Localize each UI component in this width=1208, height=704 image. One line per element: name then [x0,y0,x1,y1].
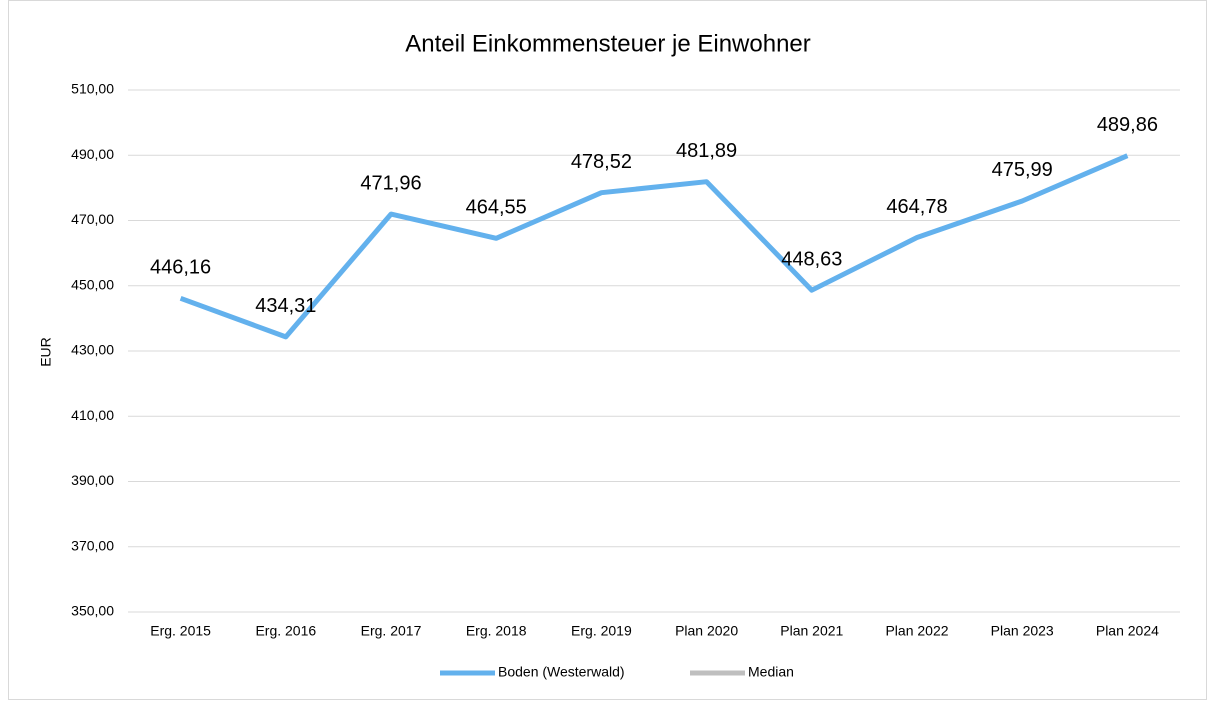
x-tick-label: Erg. 2017 [361,623,422,639]
y-tick-label: 350,00 [71,603,114,619]
data-label: 464,55 [466,197,527,219]
y-tick-label: 510,00 [71,81,114,97]
y-tick-label: 490,00 [71,146,114,162]
y-axis-title: EUR [38,337,54,367]
series-line [179,153,1129,340]
x-tick-label: Plan 2024 [1096,623,1159,639]
data-label: 448,63 [781,249,842,271]
y-tick-label: 410,00 [71,407,114,423]
legend-label: Median [748,664,794,680]
x-tick-label: Erg. 2015 [150,623,211,639]
y-tick-label: 450,00 [71,276,114,292]
y-tick-label: 470,00 [71,211,114,227]
y-tick-label: 430,00 [71,342,114,358]
data-label: 446,16 [150,257,211,279]
data-label: 481,89 [676,140,737,162]
x-tick-label: Erg. 2016 [255,623,316,639]
data-label: 434,31 [255,295,316,317]
data-label: 478,52 [571,151,632,173]
x-tick-label: Plan 2021 [780,623,843,639]
y-tick-label: 390,00 [71,472,114,488]
x-tick-label: Plan 2023 [991,623,1054,639]
legend-label: Boden (Westerwald) [498,664,625,680]
chart-title: Anteil Einkommensteuer je Einwohner [405,30,811,57]
data-label: 475,99 [992,159,1053,181]
data-label: 489,86 [1097,114,1158,136]
x-tick-label: Erg. 2018 [466,623,527,639]
x-tick-label: Plan 2020 [675,623,738,639]
data-label: 471,96 [360,172,421,194]
x-tick-label: Plan 2022 [885,623,948,639]
x-tick-label: Erg. 2019 [571,623,632,639]
y-tick-label: 370,00 [71,537,114,553]
data-label: 464,78 [886,196,947,218]
chart-border [8,0,1207,700]
